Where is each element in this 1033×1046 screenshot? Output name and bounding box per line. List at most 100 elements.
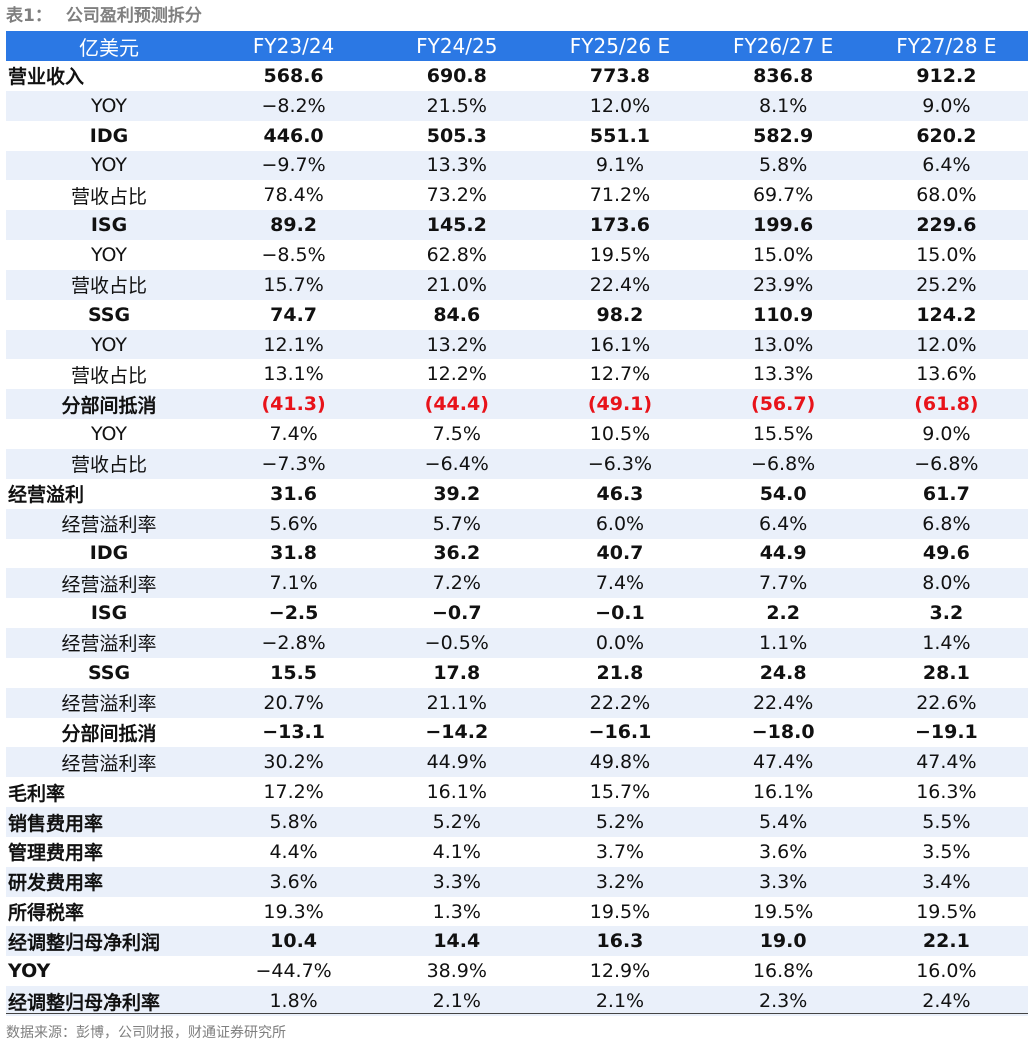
row-value: 5.2% bbox=[432, 811, 481, 834]
row-label: ISG bbox=[90, 214, 128, 237]
table-row: 经营溢利率 −2.8% −0.5% 0.0% 1.1% 1.4% bbox=[6, 628, 1028, 658]
row-value: 24.8 bbox=[759, 661, 807, 684]
row-value: 16.1% bbox=[426, 781, 487, 804]
row-value: 22.2% bbox=[589, 691, 651, 714]
row-value: −6.3% bbox=[587, 452, 653, 475]
row-value: 3.2% bbox=[595, 870, 645, 893]
header-row: 亿美元 FY23/24 FY24/25 FY25/26 E FY26/27 E … bbox=[6, 31, 1028, 61]
row-value: 17.2% bbox=[263, 781, 324, 804]
row-value: 21.0% bbox=[426, 273, 487, 296]
row-label: 所得税率 bbox=[8, 902, 85, 925]
table-row: 营业收入 568.6 690.8 773.8 836.8 912.2 bbox=[6, 61, 1028, 91]
row-label: 经营溢利 bbox=[8, 484, 85, 507]
row-value: 15.0% bbox=[916, 243, 977, 266]
table-row: 经营溢利率 5.6% 5.7% 6.0% 6.4% 6.8% bbox=[6, 508, 1028, 539]
row-value: −18.0 bbox=[751, 721, 815, 744]
row-value: (61.8) bbox=[914, 393, 979, 416]
table-row: IDG 31.8 36.2 40.7 44.9 49.6 bbox=[6, 539, 1028, 569]
row-value: 23.9% bbox=[752, 273, 814, 296]
row-value: 17.8 bbox=[433, 661, 481, 684]
header-fy2627e: FY26/27 E bbox=[732, 34, 834, 58]
row-value: 25.2% bbox=[916, 273, 977, 296]
row-value: −2.8% bbox=[261, 631, 326, 654]
table-row: SSG 15.5 17.8 21.8 24.8 28.1 bbox=[6, 658, 1028, 688]
row-value: 12.2% bbox=[426, 363, 487, 386]
row-label: YOY bbox=[8, 960, 51, 983]
row-value: (44.4) bbox=[424, 393, 489, 416]
row-label: 经营溢利率 bbox=[61, 633, 157, 656]
row-value: 173.6 bbox=[589, 214, 651, 237]
row-value: −6.8% bbox=[914, 452, 979, 475]
header-fy2324: FY23/24 bbox=[252, 34, 335, 58]
row-value: 21.5% bbox=[426, 94, 487, 117]
row-value: 9.1% bbox=[595, 154, 645, 177]
row-value: 1.3% bbox=[432, 900, 481, 923]
row-value: 7.4% bbox=[269, 423, 318, 446]
row-label: 营业收入 bbox=[8, 66, 85, 89]
row-value: 2.1% bbox=[595, 990, 645, 1013]
table-row: YOY 12.1% 13.2% 16.1% 13.0% 12.0% bbox=[6, 329, 1028, 360]
row-value: 16.1% bbox=[752, 781, 814, 804]
row-value: 31.8 bbox=[270, 542, 318, 565]
table-row: 销售费用率 5.8% 5.2% 5.2% 5.4% 5.5% bbox=[6, 807, 1028, 837]
row-value: 7.1% bbox=[269, 572, 318, 595]
row-value: 13.0% bbox=[752, 333, 814, 356]
row-value: 47.4% bbox=[752, 751, 814, 774]
row-value: 19.5% bbox=[589, 243, 651, 266]
row-value: 446.0 bbox=[263, 124, 324, 147]
table-row: 经营溢利率 20.7% 21.1% 22.2% 22.4% 22.6% bbox=[6, 687, 1028, 718]
table-row: 营收占比 13.1% 12.2% 12.7% 13.3% 13.6% bbox=[6, 359, 1028, 389]
table-row: ISG 89.2 145.2 173.6 199.6 229.6 bbox=[6, 210, 1028, 241]
table-row: 研发费用率 3.6% 3.3% 3.2% 3.3% 3.4% bbox=[6, 866, 1028, 897]
row-value: 6.0% bbox=[595, 512, 645, 535]
row-label: 经营溢利率 bbox=[61, 573, 157, 596]
row-value: 71.2% bbox=[589, 184, 651, 207]
row-value: 16.1% bbox=[589, 333, 651, 356]
row-value: 78.4% bbox=[263, 184, 324, 207]
table-row: SSG 74.7 84.6 98.2 110.9 124.2 bbox=[6, 300, 1028, 330]
row-label: 分部间抵消 bbox=[61, 722, 157, 745]
row-value: 30.2% bbox=[263, 751, 324, 774]
row-label: 管理费用率 bbox=[8, 842, 104, 865]
row-value: 505.3 bbox=[426, 124, 487, 147]
row-value: 1.8% bbox=[269, 990, 318, 1013]
row-label: 分部间抵消 bbox=[61, 394, 157, 417]
row-label: YOY bbox=[90, 333, 128, 356]
row-value: 16.8% bbox=[752, 960, 814, 983]
row-value: 5.4% bbox=[759, 811, 808, 834]
row-label: SSG bbox=[87, 303, 131, 326]
row-value: 69.7% bbox=[752, 184, 814, 207]
row-value: 568.6 bbox=[263, 64, 324, 87]
row-value: 19.5% bbox=[752, 900, 814, 923]
row-value: (41.3) bbox=[261, 393, 326, 416]
row-value: 15.5 bbox=[270, 661, 318, 684]
row-value: 61.7 bbox=[922, 482, 970, 505]
table-header: 亿美元 FY23/24 FY24/25 FY25/26 E FY26/27 E … bbox=[6, 31, 1028, 61]
row-value: 10.4 bbox=[270, 930, 318, 953]
table-row: 经调整归母净利率 1.8% 2.1% 2.1% 2.3% 2.4% bbox=[6, 986, 1028, 1016]
row-value: 912.2 bbox=[916, 64, 977, 87]
row-value: −0.1 bbox=[595, 602, 645, 625]
row-value: 74.7 bbox=[270, 303, 318, 326]
row-value: 620.2 bbox=[916, 124, 977, 147]
row-label: YOY bbox=[90, 423, 128, 446]
row-value: 15.7% bbox=[263, 273, 324, 296]
table-row: 经营溢利率 30.2% 44.9% 49.8% 47.4% 47.4% bbox=[6, 747, 1028, 778]
row-value: 13.2% bbox=[426, 333, 487, 356]
row-label: 毛利率 bbox=[8, 782, 66, 805]
row-value: 12.0% bbox=[916, 333, 977, 356]
row-value: −19.1 bbox=[914, 721, 978, 744]
row-value: 5.8% bbox=[759, 154, 808, 177]
row-value: −7.3% bbox=[261, 452, 326, 475]
table-row: 分部间抵消 −13.1 −14.2 −16.1 −18.0 −19.1 bbox=[6, 718, 1028, 748]
row-label: 经营溢利率 bbox=[61, 514, 157, 537]
row-value: 44.9% bbox=[426, 751, 487, 774]
row-label: YOY bbox=[90, 154, 128, 177]
row-value: 38.9% bbox=[426, 960, 487, 983]
row-value: 5.7% bbox=[432, 512, 481, 535]
header-fy2728e: FY27/28 E bbox=[896, 34, 997, 58]
row-value: 3.6% bbox=[759, 840, 808, 863]
row-value: 110.9 bbox=[753, 303, 814, 326]
row-label: 营收占比 bbox=[70, 364, 147, 387]
row-value: 3.5% bbox=[922, 840, 971, 863]
